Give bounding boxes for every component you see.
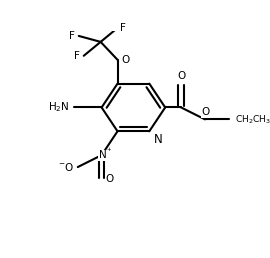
- Text: F: F: [74, 51, 80, 61]
- Text: F: F: [120, 23, 126, 33]
- Text: O: O: [105, 174, 113, 184]
- Text: $^+$: $^+$: [105, 147, 112, 156]
- Text: H$_2$N: H$_2$N: [48, 101, 70, 114]
- Text: $^{-}$O: $^{-}$O: [58, 161, 74, 173]
- Text: O: O: [121, 55, 129, 65]
- Text: F: F: [69, 31, 75, 41]
- Text: CH$_2$CH$_3$: CH$_2$CH$_3$: [235, 113, 270, 126]
- Text: N: N: [154, 133, 163, 146]
- Text: O: O: [202, 107, 210, 117]
- Text: N: N: [99, 150, 106, 160]
- Text: O: O: [177, 71, 185, 81]
